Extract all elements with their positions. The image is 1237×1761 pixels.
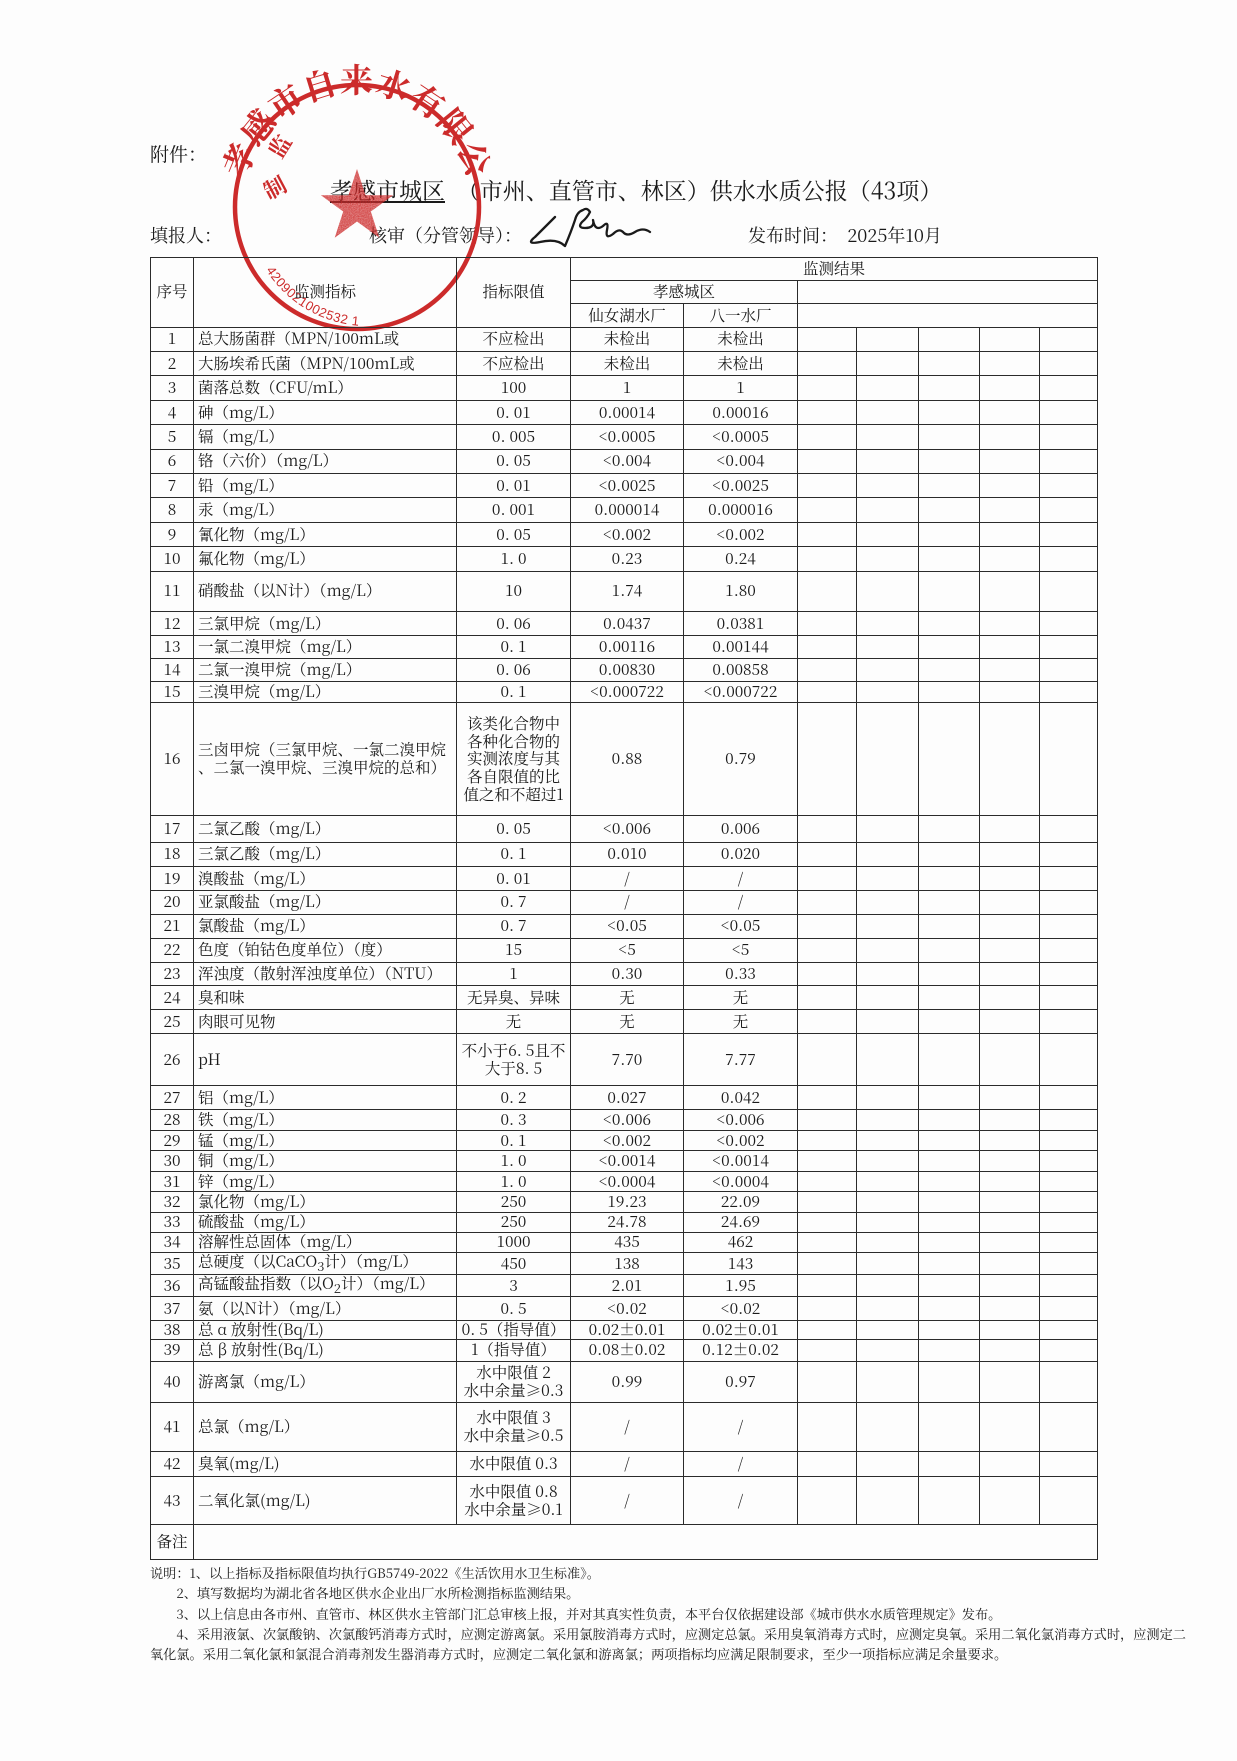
svg-text:制: 制 bbox=[258, 168, 292, 206]
svg-text:孝感市自来水有限公: 孝感市自来水有限公 bbox=[210, 55, 504, 183]
